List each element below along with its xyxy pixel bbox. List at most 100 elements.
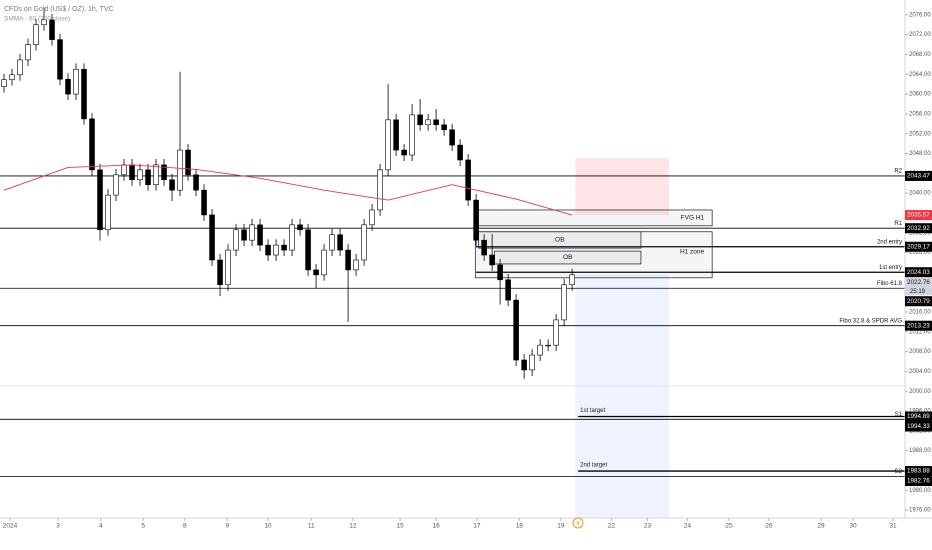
box-label: FVG H1: [681, 215, 705, 222]
candle-body: [345, 249, 351, 271]
candle-body: [265, 244, 271, 256]
candle-body: [537, 344, 543, 356]
y-tick-label: 1976.00: [909, 508, 931, 514]
alert-bolt[interactable]: [576, 519, 581, 527]
candle-body: [377, 169, 383, 211]
candle-body: [97, 169, 103, 231]
level-price-label: 1994.33: [907, 423, 930, 430]
y-tick-label: 2004.00: [909, 369, 931, 375]
level-price-label-bg: [905, 267, 932, 278]
candle-body: [289, 224, 295, 251]
candle-body: [361, 224, 367, 261]
overlay: [3, 164, 573, 216]
y-tick-label: 2040.00: [909, 191, 931, 197]
y-tick-label: 1988.00: [909, 448, 931, 454]
level-price-label-bg: [905, 320, 932, 331]
last-price-label: 2022.76: [907, 279, 930, 286]
candle-body: [145, 169, 151, 186]
y-tick-label: 2064.00: [909, 72, 931, 78]
level-price-label-bg: [905, 421, 932, 432]
x-tick-label: 11: [308, 523, 315, 530]
candle-body: [153, 164, 159, 186]
candle-body: [529, 354, 535, 371]
candle-body: [49, 19, 55, 40]
level-price-label: 1982.76: [907, 478, 930, 485]
candle-body: [473, 199, 479, 241]
candle-body: [193, 174, 199, 191]
target-price-label-bg: [905, 411, 932, 422]
y-tick-label: 2000.00: [909, 389, 931, 395]
smma-price-label-bg: [905, 210, 932, 221]
box-label: H1 zone: [680, 248, 705, 255]
alert-icon[interactable]: [572, 517, 584, 529]
candle-body: [465, 159, 471, 201]
x-tick-label: 24: [684, 523, 692, 530]
candle-body: [57, 39, 63, 80]
candle-body: [121, 164, 127, 176]
x-tick-label: 17: [473, 523, 481, 530]
candle-body: [297, 224, 303, 231]
x-tick-label: 29: [817, 523, 825, 530]
level-name: Fibo 32.8 & SPDR AVG: [839, 318, 902, 324]
zone: [575, 274, 669, 518]
target-name: 1st target: [580, 408, 605, 414]
y-tick-label: 2072.00: [909, 32, 931, 38]
y-tick-label: 2032.00: [909, 230, 931, 236]
x-tick-label: 15: [396, 523, 404, 530]
level-name: 1st entry: [879, 265, 902, 271]
zone-box: [474, 209, 713, 227]
axis-labels: 2043.47 2035.57 2032.92 2029.17 2024.03 2022.…: [905, 170, 932, 487]
level-price-label: 2029.17: [907, 243, 930, 250]
candle-body: [33, 24, 39, 45]
x-tick-label: 22: [608, 523, 616, 530]
candle-body: [209, 214, 215, 261]
candle-body: [217, 259, 223, 286]
level-price-label: 2013.23: [907, 322, 930, 329]
zones: [575, 157, 669, 518]
candle-body: [393, 119, 399, 151]
level-name: S2: [895, 469, 903, 475]
y-tick-label: 2008.00: [909, 349, 931, 355]
level-name: Fibo 61.8: [877, 281, 903, 287]
x-tick-label: 30: [849, 523, 857, 530]
x-tick-label: 19: [557, 523, 565, 530]
candle-body: [257, 224, 263, 246]
candle-body: [545, 344, 551, 347]
candle-body: [137, 169, 143, 181]
candle-body: [1, 79, 7, 87]
smma-price-label: 2035.57: [907, 212, 930, 219]
box-label: OB: [563, 254, 572, 261]
y-tick-label: 2048.00: [909, 151, 931, 157]
candle-body: [425, 119, 431, 126]
countdown: 25:19: [910, 289, 926, 295]
candle-body: [73, 69, 79, 95]
candle-body: [457, 144, 463, 161]
level-price-label-bg: [905, 296, 932, 307]
y-tick-label: 2052.00: [909, 131, 931, 137]
y-tick-label: 2028.00: [909, 250, 931, 256]
box-label: OB: [555, 237, 564, 244]
zone-box: [474, 231, 713, 279]
candle-body: [513, 299, 519, 361]
candle-body: [249, 224, 255, 241]
x-tick-label: 18: [516, 523, 524, 530]
y-tick-label: 1980.00: [909, 488, 931, 494]
level-price-label: 2043.47: [907, 173, 930, 180]
candle-body: [169, 179, 175, 191]
candle-body: [369, 209, 375, 226]
candle-body: [185, 149, 191, 176]
candle-body: [113, 174, 119, 196]
candle-body: [449, 129, 455, 146]
x-tick-label: 16: [432, 523, 440, 530]
candle-body: [9, 74, 15, 81]
candle-body: [89, 118, 95, 171]
candle-body: [553, 319, 559, 346]
candle-body: [409, 114, 415, 156]
x-tick-label: 23: [644, 523, 652, 530]
x-tick-label: 26: [765, 523, 773, 530]
candle-body: [505, 279, 511, 301]
target-price-label: 1983.88: [907, 468, 930, 475]
level-name: S1: [895, 412, 903, 418]
